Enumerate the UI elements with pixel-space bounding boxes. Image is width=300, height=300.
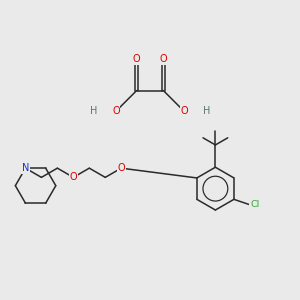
Text: O: O	[133, 54, 140, 64]
Text: H: H	[90, 106, 97, 116]
Text: O: O	[112, 106, 120, 116]
Text: O: O	[117, 163, 125, 173]
Text: H: H	[203, 106, 210, 116]
Text: O: O	[70, 172, 77, 182]
Text: N: N	[22, 163, 29, 173]
Text: Cl: Cl	[250, 200, 260, 209]
Text: O: O	[160, 54, 167, 64]
Text: O: O	[180, 106, 188, 116]
